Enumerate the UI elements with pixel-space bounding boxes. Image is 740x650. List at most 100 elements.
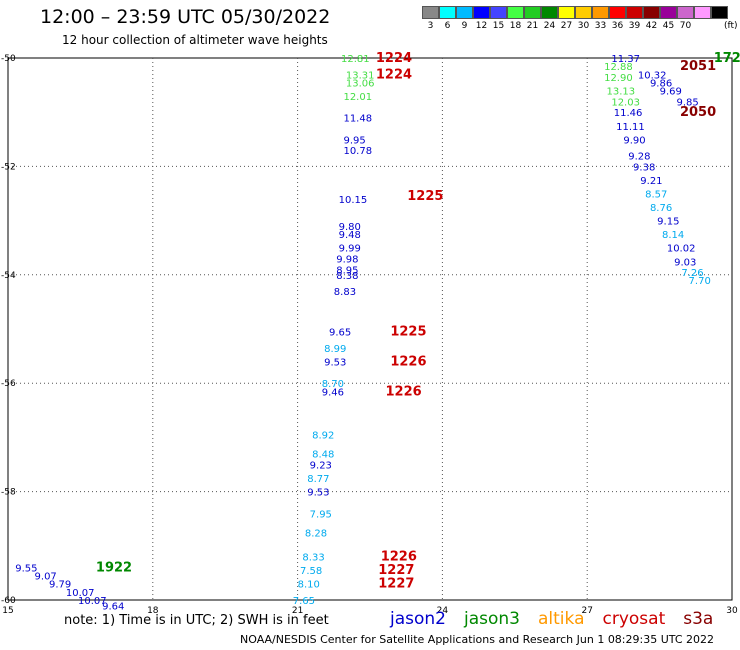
legend-label: 45 (662, 21, 675, 31)
satellite-s3a: s3a (683, 609, 714, 629)
data-point: 11.48 (343, 114, 372, 125)
legend-label: 3 (427, 21, 434, 31)
page-subtitle: 12 hour collection of altimeter wave hei… (62, 33, 328, 47)
time-annotation: 1922 (96, 560, 132, 575)
time-annotation: 1224 (376, 51, 412, 66)
time-annotation: 1226 (390, 355, 426, 370)
data-point: 9.99 (339, 244, 361, 255)
legend-label: 36 (611, 21, 624, 31)
legend-label: 27 (560, 21, 573, 31)
legend-label: 18 (509, 21, 522, 31)
data-point: 11.11 (616, 122, 645, 133)
legend-label: 21 (526, 21, 539, 31)
data-point: 9.85 (676, 97, 698, 108)
data-point: 7.70 (689, 276, 711, 287)
data-point: 7.95 (310, 509, 332, 520)
legend-swatch (439, 6, 456, 19)
x-tick-label: 15 (2, 606, 13, 616)
data-point: 9.65 (329, 328, 351, 339)
x-tick-label: 24 (437, 606, 449, 616)
data-point: 10.78 (343, 146, 372, 157)
data-point: 9.48 (339, 230, 361, 241)
legend-swatch (660, 6, 677, 19)
legend-label: 24 (543, 21, 556, 31)
time-annotation: 1226 (386, 384, 422, 399)
satellite-jason3: jason3 (464, 609, 520, 629)
data-point: 13.13 (607, 87, 636, 98)
data-point: 11.46 (614, 108, 643, 119)
legend-label: 15 (492, 21, 505, 31)
time-annotation: 1225 (407, 189, 443, 204)
legend-swatch (677, 6, 694, 19)
x-tick-label: 27 (581, 606, 592, 616)
legend-swatch (524, 6, 541, 19)
time-annotation: 1225 (390, 325, 426, 340)
y-tick-label: -60 (1, 596, 16, 606)
data-point: 8.33 (302, 553, 324, 564)
data-point: 12.03 (611, 97, 640, 108)
data-point: 9.90 (623, 135, 645, 146)
data-point: 8.70 (322, 379, 344, 390)
data-point: 8.99 (324, 344, 346, 355)
data-point: 8.28 (305, 528, 327, 539)
data-point: 8.76 (650, 203, 672, 214)
page-title: 12:00 – 23:59 UTC 05/30/2022 (40, 6, 331, 28)
satellite-jason2: jason2 (390, 609, 446, 629)
legend-swatch (473, 6, 490, 19)
data-point: 9.95 (343, 135, 365, 146)
data-point: 10.07 (66, 588, 95, 599)
data-point: 11.37 (611, 54, 640, 65)
time-annotation: 2050 (680, 105, 716, 120)
data-point: 8.92 (312, 431, 334, 442)
plot-frame (7, 57, 733, 601)
data-point: 13.31 (346, 70, 375, 81)
legend-swatch (694, 6, 711, 19)
data-point: 10.32 (638, 70, 667, 81)
data-point: 8.38 (336, 271, 358, 282)
legend-label: 9 (461, 21, 468, 31)
data-point: 8.83 (334, 287, 356, 298)
time-annotation: 1224 (376, 67, 412, 82)
data-point: 9.38 (633, 162, 655, 173)
data-point: 8.77 (307, 474, 329, 485)
data-point: 8.10 (298, 580, 320, 591)
legend-swatch (490, 6, 507, 19)
data-point: 10.02 (667, 244, 696, 255)
data-point: 8.57 (645, 190, 667, 201)
y-tick-label: -52 (1, 162, 16, 172)
data-point: 8.14 (662, 230, 684, 241)
data-point: 9.55 (15, 563, 37, 574)
legend-swatch (592, 6, 609, 19)
data-point: 9.53 (307, 488, 329, 499)
legend-label: 33 (594, 21, 607, 31)
footer-credit: NOAA/NESDIS Center for Satellite Applica… (240, 633, 715, 646)
data-point: 9.80 (339, 222, 361, 233)
time-annotation: 1227 (378, 577, 414, 592)
data-point: 10.07 (78, 596, 107, 607)
footer-note: note: 1) Time is in UTC; 2) SWH is in fe… (64, 613, 329, 628)
color-legend (422, 6, 728, 19)
data-point: 9.21 (640, 176, 662, 187)
legend-swatch (558, 6, 575, 19)
x-tick-label: 30 (726, 606, 738, 616)
x-tick-label: 21 (292, 606, 303, 616)
x-tick-label: 18 (147, 606, 159, 616)
data-point: 9.53 (324, 358, 346, 369)
legend-swatch (456, 6, 473, 19)
legend-label: 30 (577, 21, 590, 31)
legend-label: 39 (628, 21, 641, 31)
satellite-altika: altika (538, 609, 585, 629)
y-tick-label: -54 (1, 271, 16, 281)
data-point: 7.26 (681, 268, 703, 279)
time-annotation: 2051 (680, 59, 716, 74)
legend-label: 42 (645, 21, 658, 31)
data-point: 7.65 (293, 596, 315, 607)
legend-label: 70 (679, 21, 692, 31)
legend-swatch (575, 6, 592, 19)
data-point: 9.86 (650, 78, 672, 89)
legend-swatch (609, 6, 626, 19)
y-tick-label: -56 (1, 379, 16, 389)
legend-swatch (541, 6, 558, 19)
legend-label: 12 (475, 21, 488, 31)
legend-swatch (643, 6, 660, 19)
